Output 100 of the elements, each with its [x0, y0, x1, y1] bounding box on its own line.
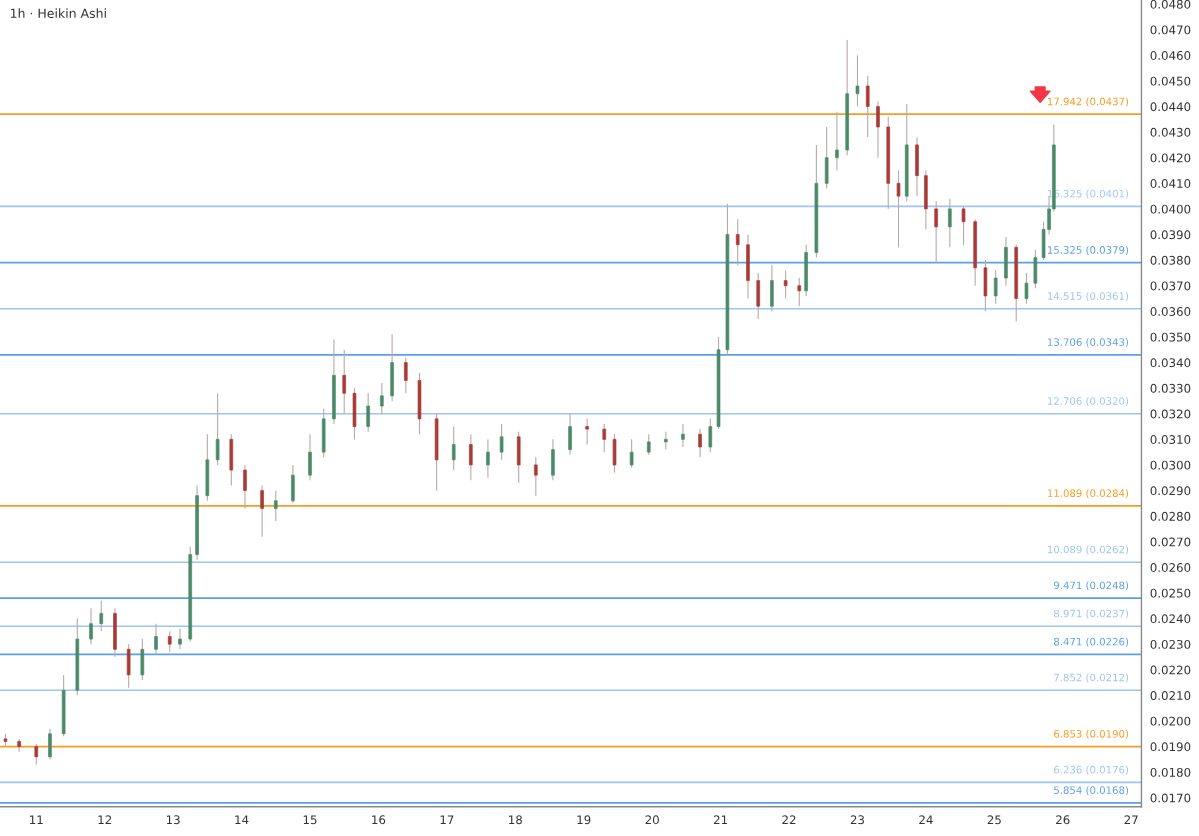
y-tick-label: 0.0220 — [1150, 665, 1191, 675]
candlestick — [167, 630, 172, 653]
candlestick — [568, 413, 572, 456]
candlestick — [865, 75, 870, 138]
candlestick — [961, 205, 966, 246]
candlestick — [708, 418, 713, 453]
candlestick — [342, 349, 346, 415]
candlestick — [48, 728, 52, 760]
y-tick-label: 0.0350 — [1150, 332, 1191, 342]
candlestick — [34, 743, 39, 766]
y-tick-label: 0.0470 — [1150, 25, 1191, 35]
y-tick-label: 0.0330 — [1150, 383, 1191, 393]
ref-line-label: 6.236 (0.0176) — [1054, 765, 1129, 775]
x-tick-label: 20 — [645, 815, 659, 825]
candlestick — [178, 628, 182, 650]
y-tick-label: 0.0240 — [1150, 614, 1191, 624]
y-tick-label: 0.0410 — [1150, 179, 1191, 188]
candlestick — [243, 464, 247, 510]
y-tick-label: 0.0310 — [1150, 435, 1191, 444]
ref-line-label: 14.515 (0.0361) — [1047, 292, 1129, 302]
candlestick — [602, 423, 607, 453]
candlestick — [948, 198, 952, 248]
candlestick — [99, 600, 104, 632]
candlestick — [89, 607, 93, 645]
candlestick — [783, 269, 788, 300]
candlestick — [154, 623, 158, 655]
candlestick — [451, 425, 456, 471]
y-tick-label: 0.0320 — [1150, 409, 1191, 419]
y-tick-label: 0.0290 — [1150, 486, 1191, 496]
candlestick — [260, 484, 264, 538]
x-tick-label: 27 — [1124, 815, 1138, 825]
y-tick-label: 0.0370 — [1150, 281, 1191, 291]
text: 1h · Heikin Ashi — [10, 8, 106, 19]
x-tick-label: 19 — [577, 815, 591, 825]
x-tick-label: 23 — [850, 815, 865, 825]
y-tick-label: 0.0450 — [1150, 76, 1191, 86]
candlestick — [486, 438, 490, 479]
ref-line-label: 12.706 (0.0320) — [1047, 396, 1129, 407]
ref-line-label: 11.089 (0.0284) — [1047, 489, 1129, 499]
candlestick — [499, 423, 504, 461]
candlestick — [896, 169, 901, 248]
y-tick-label: 0.0170 — [1150, 793, 1191, 803]
y-tick-label: 0.0340 — [1150, 358, 1191, 368]
x-tick-label: 22 — [782, 815, 796, 825]
y-tick-label: 0.0380 — [1150, 255, 1191, 265]
candlestick — [585, 418, 589, 446]
candlestick — [681, 423, 685, 448]
ref-line-label: 8.971 (0.0237) — [1054, 609, 1129, 619]
x-tick-label: 17 — [440, 815, 454, 825]
ref-line-label: 7.852 (0.0212) — [1054, 673, 1129, 683]
candlestick — [380, 382, 384, 415]
candlestick — [404, 356, 408, 394]
candlestick — [366, 392, 370, 433]
candlestick — [215, 392, 220, 466]
x-tick-label: 12 — [98, 815, 112, 825]
ref-line-label: 9.471 (0.0248) — [1053, 581, 1129, 591]
x-tick-label: 26 — [1056, 815, 1070, 825]
x-tick-label: 13 — [166, 815, 180, 825]
y-tick-label: 0.0460 — [1150, 51, 1191, 60]
ref-line-label: 5.854 (0.0168) — [1054, 786, 1129, 796]
x-tick-label: 15 — [303, 815, 317, 825]
x-tick-label: 16 — [372, 815, 386, 825]
y-tick-label: 0.0280 — [1150, 511, 1191, 521]
y-tick-label: 0.0270 — [1150, 537, 1191, 547]
y-tick-label: 0.0400 — [1150, 204, 1191, 214]
y-tick-label: 0.0180 — [1150, 767, 1191, 777]
candlestick — [855, 54, 860, 108]
ref-line-label: 17.942 (0.0437) — [1047, 97, 1129, 107]
candlestick — [273, 489, 278, 522]
ref-line-label: 13.706 (0.0343) — [1047, 338, 1129, 348]
y-tick-label: 0.0260 — [1150, 563, 1191, 573]
x-tick-label: 24 — [919, 815, 933, 825]
y-tick-label: 0.0390 — [1150, 230, 1191, 240]
y-tick-label: 0.0230 — [1150, 639, 1191, 649]
x-tick-label: 14 — [235, 815, 249, 825]
y-tick-label: 0.0420 — [1150, 153, 1191, 163]
candlestick — [646, 433, 651, 456]
y-tick-label: 0.0480 — [1150, 0, 1191, 9]
ref-line-label: 8.471 (0.0226) — [1054, 637, 1129, 647]
ref-line-label: 15.325 (0.0379) — [1047, 245, 1129, 255]
candlestick — [469, 433, 473, 481]
ref-line-label: 6.853 (0.0190) — [1054, 729, 1129, 739]
candlestick — [698, 428, 702, 458]
candlestick — [835, 111, 839, 172]
y-tick-label: 0.0360 — [1150, 307, 1191, 316]
x-tick-label: 11 — [30, 815, 43, 825]
candlestick — [934, 200, 938, 264]
candlestick — [735, 218, 740, 266]
y-tick-label: 0.0250 — [1150, 588, 1191, 598]
candlestick — [308, 433, 312, 481]
candlestick — [1024, 272, 1029, 305]
candlestick — [993, 269, 998, 305]
candlestick — [797, 277, 802, 307]
y-tick-label: 0.0440 — [1150, 102, 1191, 112]
x-tick-label: 18 — [509, 815, 522, 825]
x-tick-label: 25 — [987, 815, 1001, 825]
candlestick — [534, 456, 538, 497]
y-tick-label: 0.0200 — [1150, 716, 1191, 726]
ref-line-label: 10.089 (0.0262) — [1047, 545, 1129, 555]
x-tick-label: 21 — [713, 815, 728, 825]
